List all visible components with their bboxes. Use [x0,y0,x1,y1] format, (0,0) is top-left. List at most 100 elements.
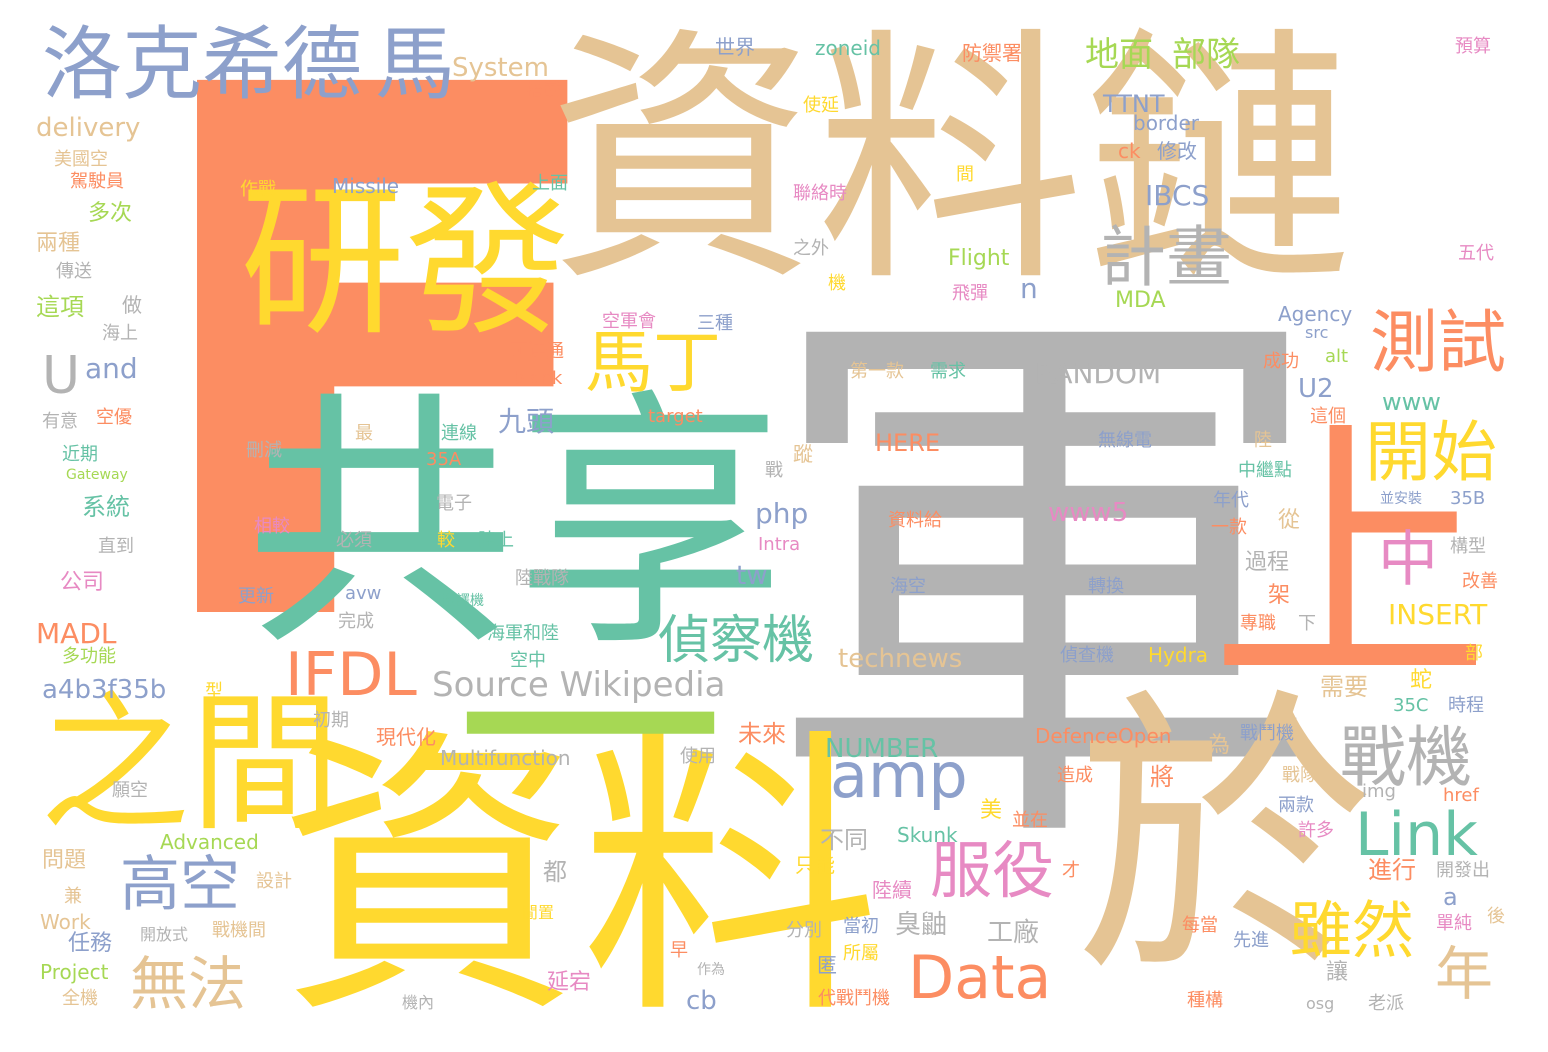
word: 問題 [42,850,86,872]
word: 年代 [1213,492,1249,510]
word: 海空 [890,578,926,596]
word: 三種 [697,315,733,333]
word: 當初 [843,918,879,936]
word: 兼 [64,888,82,906]
word: 相較 [254,518,290,536]
word: 公司 [60,572,104,594]
word: INSERT [1388,601,1487,629]
word: RANDOM [1035,360,1161,388]
word: 陸上 [478,532,514,550]
word: 架 [1268,585,1290,607]
word: cb [686,988,717,1014]
word: 最 [355,425,373,443]
word: 海軍和陸 [487,625,559,643]
word: DefenceOpen [1035,726,1171,746]
word: 搭載 [526,82,562,100]
word: 閒置 [522,905,554,921]
word: 防禦署 [962,43,1022,63]
word: Agency [1278,304,1352,324]
word: 之外 [793,240,829,258]
word: 駕駛員 [70,173,124,191]
word: 匿 [817,955,837,975]
word: 使延 [803,97,839,115]
word: technews [838,646,962,672]
word: 戰 [765,462,783,480]
word: 測試 [1370,310,1506,378]
word: zoneid [815,38,881,58]
word: 飛彈 [952,285,988,303]
word: 都 [543,860,567,884]
word: 並安裝 [1380,492,1422,506]
word: 設計 [256,873,292,891]
word: php [755,500,808,528]
word: 做 [122,295,142,315]
word: 聯絡時 [793,185,847,203]
word: 九頭 [498,408,554,436]
word: 每當 [1182,917,1218,935]
word: 後 [1487,908,1505,926]
word: 為 [1208,735,1230,757]
word: 延宕 [547,972,591,994]
word: 蹤 [793,444,813,464]
word: 有意 [42,413,78,431]
word: 轉換 [1088,578,1124,596]
word: 洛克希德 [42,25,362,105]
word: 所屬 [843,945,879,963]
word: 戰隊 [1282,767,1318,785]
word: 作為 [697,963,725,977]
word: 不同 [820,828,868,852]
word: HERE [875,431,940,455]
word: 專職 [1240,615,1276,633]
word: 部隊 [1172,38,1240,72]
word: 中繼點 [1238,462,1292,480]
word: 無法 [130,955,246,1013]
word: 部 [1465,645,1483,663]
word: 必須 [336,532,372,550]
word: 計畫 [1100,225,1232,291]
word: 全機 [62,990,98,1008]
word: 機 [828,275,846,293]
word: MADL [36,620,116,648]
word: 使用 [680,748,716,766]
word: 空中 [510,652,546,670]
word: 單純 [1436,915,1472,933]
word: 蛇 [1410,670,1432,692]
word: 開發出 [1436,862,1490,880]
word: 世界 [715,37,755,57]
word: 並在 [1012,812,1048,830]
word: 種構 [1187,992,1223,1010]
word: 現代化 [376,727,436,747]
word: Project [40,962,108,982]
word: and [85,355,138,383]
word: a4b3f35b [42,677,166,703]
word: href [1443,787,1479,805]
word: 代戰鬥機 [818,990,890,1008]
word: 高空 [120,855,240,915]
word: n [1020,275,1038,303]
word: delivery [36,115,140,141]
word: 時程 [1448,697,1484,715]
word: 機內 [402,995,434,1011]
word: 地面 [1085,38,1153,72]
word: Data [908,948,1051,1008]
word: 願空 [112,782,148,800]
word: IBCS [1145,182,1209,210]
word: 作戰 [240,181,276,199]
word: 翻譯機 [442,594,484,608]
word: 老派 [1368,995,1404,1013]
word: 型 [205,683,223,701]
word: Skunk [897,825,958,845]
word: Intra [758,536,800,554]
word: 讓 [1326,962,1348,984]
word: 才 [1062,862,1080,880]
word: 這個 [1310,408,1346,426]
word: 下 [1298,615,1316,633]
word: 較 [437,532,455,550]
word: U [42,350,80,402]
word: 上面 [532,175,568,193]
word: NUMBER [825,736,938,762]
word: 預算 [1455,38,1491,56]
word: 從 [1278,510,1300,532]
word: border [1133,113,1199,133]
word: avw [345,585,381,603]
